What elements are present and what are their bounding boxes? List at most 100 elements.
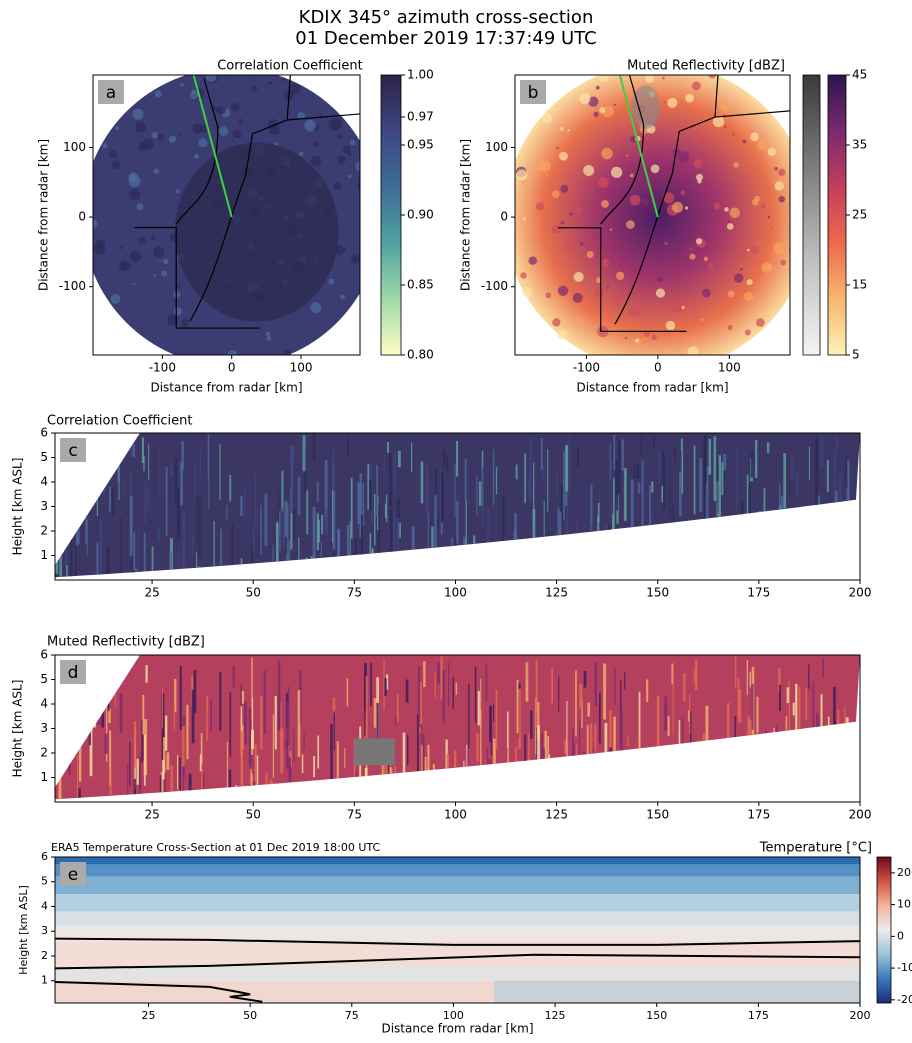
- radar-speckle: [586, 250, 594, 258]
- field-streak: [689, 695, 691, 734]
- field-streak: [795, 683, 798, 735]
- field-streak: [75, 527, 77, 578]
- field-streak: [219, 671, 222, 731]
- field-streak: [804, 518, 806, 574]
- field-streak: [324, 516, 328, 532]
- field-streak: [290, 444, 294, 513]
- y-axis-label: Height [km ASL]: [17, 885, 30, 975]
- radar-speckle: [304, 119, 317, 132]
- field-streak: [815, 437, 819, 506]
- field-streak: [393, 451, 396, 493]
- field-streak: [464, 458, 467, 502]
- radar-speckle: [119, 260, 131, 272]
- field-streak: [349, 521, 351, 566]
- field-streak: [574, 790, 577, 800]
- radar-speckle: [337, 134, 344, 140]
- field-streak: [379, 574, 382, 578]
- field-streak: [637, 735, 640, 800]
- field-streak: [558, 676, 560, 713]
- field-streak: [533, 462, 535, 522]
- field-streak: [746, 659, 748, 696]
- field-streak: [487, 507, 489, 561]
- field-streak: [303, 731, 305, 750]
- field-streak: [763, 488, 766, 549]
- field-streak: [346, 678, 349, 707]
- field-streak: [144, 719, 148, 776]
- field-streak: [360, 515, 364, 578]
- y-axis-label: Distance from radar [km]: [459, 139, 473, 291]
- x-tick-label: 100: [443, 1009, 464, 1022]
- field-streak: [86, 457, 89, 473]
- panel-label-box: [98, 80, 124, 104]
- field-streak: [710, 796, 713, 800]
- field-streak: [166, 565, 169, 578]
- y-tick-label: 0: [78, 210, 86, 224]
- radar-speckle: [175, 189, 180, 194]
- field-streak: [161, 693, 165, 761]
- radar-speckle: [747, 248, 750, 252]
- panel-label: b: [528, 83, 539, 103]
- colorbar-tick-label: 5: [852, 348, 860, 362]
- radar-speckle: [535, 202, 545, 211]
- radar-speckle: [560, 184, 569, 193]
- field-streak: [177, 538, 180, 578]
- field-streak: [472, 771, 475, 800]
- radar-speckle: [657, 276, 664, 283]
- radar-speckle: [685, 93, 694, 103]
- field-streak: [300, 546, 302, 578]
- radar-speckle: [671, 302, 683, 313]
- field-streak: [251, 729, 255, 749]
- field-streak: [753, 742, 755, 789]
- field-streak: [104, 733, 108, 754]
- radar-speckle: [108, 150, 118, 159]
- radar-speckle: [328, 118, 341, 131]
- field-streak: [821, 519, 824, 558]
- radar-speckle: [150, 235, 156, 241]
- field-streak: [238, 562, 240, 578]
- radar-speckle: [695, 238, 703, 245]
- field-streak: [466, 744, 468, 800]
- field-streak: [492, 704, 495, 722]
- plot-area: [55, 655, 860, 800]
- radar-speckle: [629, 135, 637, 143]
- field-streak: [780, 496, 784, 564]
- radar-speckle: [733, 162, 739, 168]
- field-streak: [254, 744, 257, 800]
- field-streak: [547, 736, 550, 790]
- field-streak: [701, 527, 705, 545]
- radar-speckle: [551, 224, 562, 235]
- field-streak: [191, 531, 194, 557]
- field-streak: [313, 756, 316, 778]
- field-streak: [398, 522, 401, 538]
- field-streak: [515, 746, 517, 771]
- field-streak: [219, 444, 221, 501]
- field-streak: [174, 678, 177, 713]
- field-streak: [370, 579, 371, 609]
- field-streak: [241, 690, 245, 704]
- radar-speckle: [746, 279, 753, 286]
- field-streak: [144, 481, 147, 523]
- field-streak: [182, 510, 185, 567]
- field-streak: [750, 453, 754, 478]
- x-tick-label: 200: [849, 586, 872, 600]
- y-tick-label: 5: [40, 672, 48, 686]
- field-streak: [488, 758, 491, 789]
- field-streak: [317, 735, 320, 769]
- field-streak: [177, 488, 180, 548]
- field-streak: [510, 539, 512, 578]
- radar-speckle: [557, 330, 568, 340]
- field-streak: [699, 762, 702, 800]
- field-streak: [564, 739, 567, 754]
- radar-speckle: [606, 286, 609, 289]
- field-streak: [727, 558, 729, 578]
- y-tick-label: 100: [485, 140, 508, 154]
- field-streak: [180, 462, 184, 506]
- field-streak: [590, 484, 593, 542]
- field-streak: [613, 477, 615, 543]
- field-streak: [473, 535, 476, 559]
- field-streak: [434, 673, 436, 699]
- field-streak: [786, 687, 790, 704]
- field-streak: [678, 471, 682, 517]
- field-streak: [703, 474, 706, 539]
